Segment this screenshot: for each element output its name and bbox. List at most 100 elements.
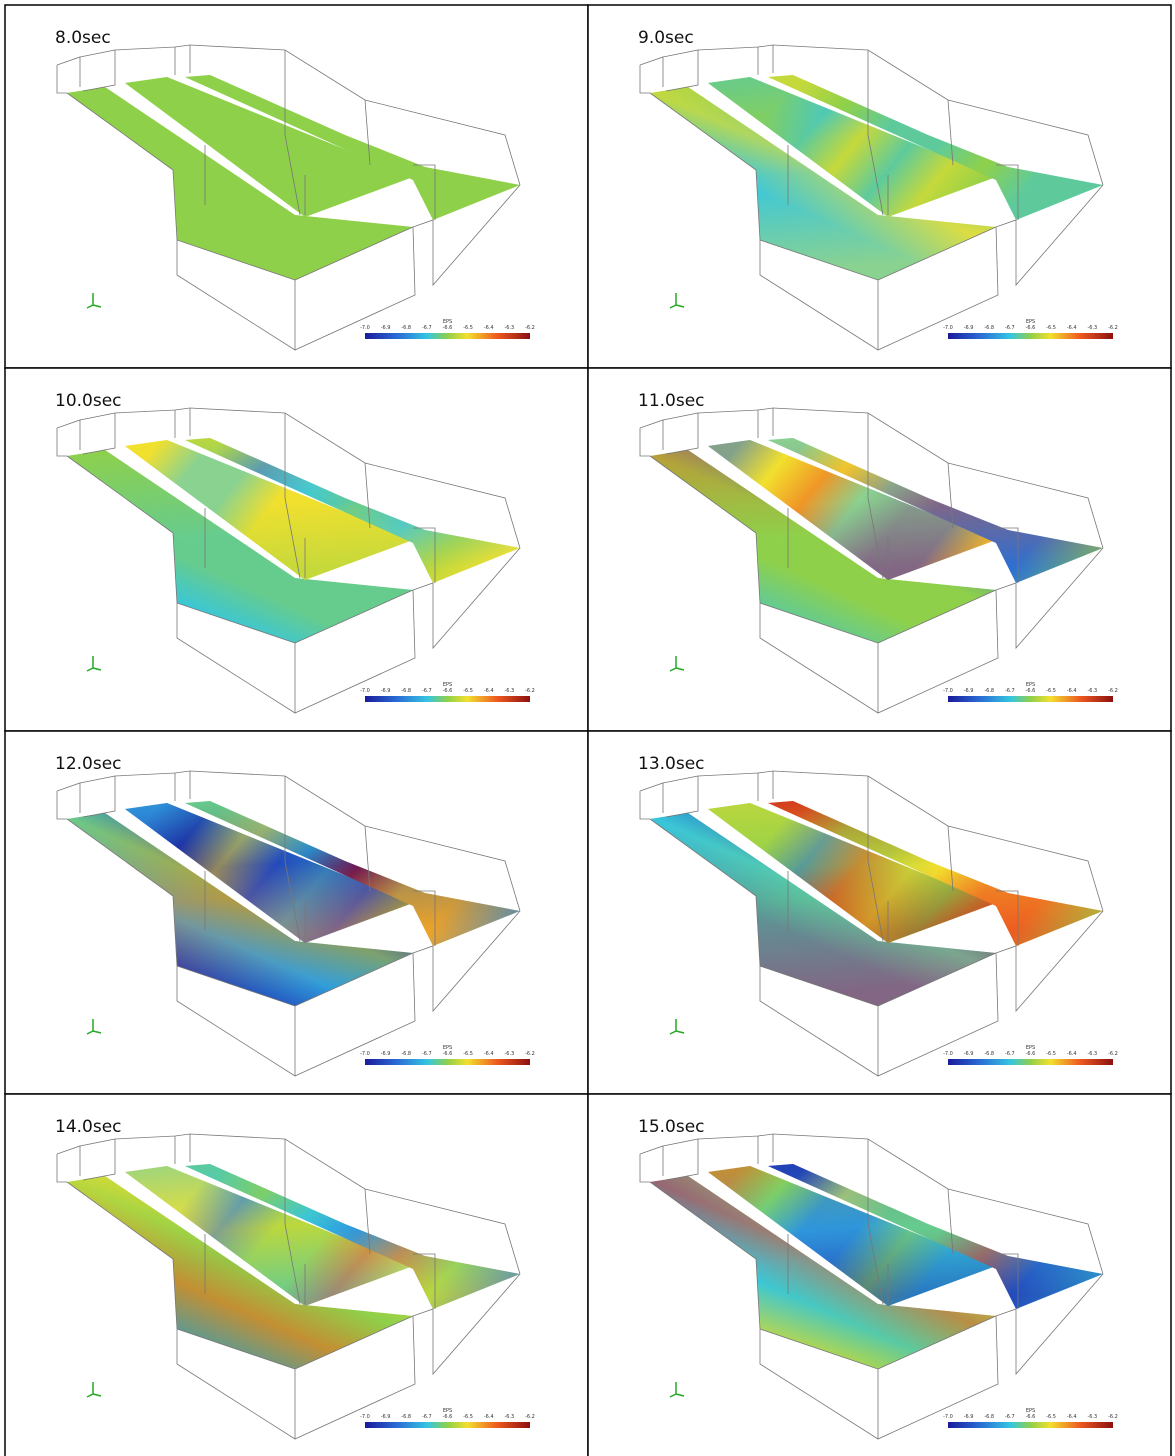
colorbar-tick: -6.8 (984, 1414, 994, 1420)
colorbar (365, 1422, 530, 1428)
panel-label: 13.0sec (638, 754, 705, 774)
axes-triad (86, 1019, 102, 1035)
colorbar-tick: -6.8 (401, 325, 411, 331)
colorbar-tick: -6.4 (1067, 325, 1077, 331)
colorbar-title: EPS (1026, 682, 1035, 688)
wireframe (56, 770, 521, 912)
wireframe (189, 408, 436, 583)
surface-overlay (125, 440, 413, 580)
colorbar-tick: -6.6 (1026, 1414, 1036, 1420)
colorbar-tick: -6.9 (964, 325, 974, 331)
colorbar-tick: -6.9 (381, 1414, 391, 1420)
colorbar-tick: -6.6 (443, 1051, 453, 1057)
axes-triad (86, 1382, 102, 1398)
panel-label: 14.0sec (55, 1117, 122, 1137)
colorbar-tick: -7.0 (943, 688, 953, 694)
colorbar-tick: -6.5 (1046, 1051, 1056, 1057)
surface-overlay (185, 75, 520, 220)
colorbar-tick: -6.7 (422, 1414, 432, 1420)
colorbar (365, 333, 530, 339)
panel: 9.0sec -7.0 -6.9 -6.8 -6.7 -6.6 -6.5 -6.4 -6.3 -6… (587, 4, 1172, 369)
surface-overlay (650, 450, 996, 643)
colorbar-title: EPS (1026, 1045, 1035, 1051)
colorbar-tick: -6.8 (401, 1051, 411, 1057)
colorbar-tick: -6.5 (1046, 688, 1056, 694)
colorbar-tick: -6.8 (984, 1051, 994, 1057)
surface-overlay (650, 1176, 996, 1369)
colorbar (948, 1422, 1113, 1428)
surface-overlay (67, 1176, 413, 1369)
colorbar-tick: -6.6 (1026, 1051, 1036, 1057)
wireframe (649, 818, 1104, 1077)
surface-overlay (768, 438, 1103, 583)
colorbar-tick: -7.0 (943, 1051, 953, 1057)
wireframe (66, 1181, 521, 1440)
wireframe (639, 407, 1104, 549)
colorbar (948, 333, 1113, 339)
colorbar-tick: -6.7 (1005, 325, 1015, 331)
colorbar (365, 696, 530, 702)
surface-overlay (708, 77, 996, 217)
wireframe (772, 408, 1019, 583)
panel-label: 12.0sec (55, 754, 122, 774)
surface-overlay (125, 77, 413, 217)
wireframe (639, 770, 1104, 912)
colorbar-tick: -6.6 (1026, 688, 1036, 694)
colorbar-tick: -6.6 (1026, 325, 1036, 331)
colorbar-tick: -6.7 (1005, 1051, 1015, 1057)
wireframe (56, 44, 521, 186)
colorbar-tick: -6.3 (504, 1414, 514, 1420)
wireframe (56, 1133, 521, 1275)
colorbar-tick: -6.2 (1108, 1051, 1118, 1057)
colorbar-tick: -6.7 (1005, 688, 1015, 694)
wireframe (189, 1134, 436, 1309)
wireframe (66, 455, 521, 714)
colorbar-tick: -6.4 (484, 1051, 494, 1057)
panel: 8.0sec -7.0 -6.9 -6.8 -6.7 -6.6 -6.5 -6.4 -6.3 -6… (4, 4, 589, 369)
axes-triad (669, 293, 685, 309)
surface-overlay (650, 87, 996, 280)
colorbar-tick: -6.5 (1046, 1414, 1056, 1420)
panel-label: 11.0sec (638, 391, 705, 411)
panel: 14.0sec -7.0 -6.9 -6.8 -6.7 -6.6 -6.5 -6.4 -6.3 -… (4, 1093, 589, 1456)
surface-overlay (768, 75, 1103, 220)
colorbar-tick: -6.9 (381, 1051, 391, 1057)
panel-label: 10.0sec (55, 391, 122, 411)
colorbar-tick: -6.3 (504, 688, 514, 694)
surface-overlay (67, 450, 413, 643)
colorbar-tick: -7.0 (360, 1414, 370, 1420)
colorbar-tick: -6.7 (422, 1051, 432, 1057)
panel-label: 15.0sec (638, 1117, 705, 1137)
colorbar-tick: -6.3 (504, 1051, 514, 1057)
wireframe (189, 771, 436, 946)
colorbar-title: EPS (443, 319, 452, 325)
colorbar-tick: -6.4 (484, 1414, 494, 1420)
axes-triad (86, 293, 102, 309)
colorbar-tick: -6.6 (443, 688, 453, 694)
colorbar-tick: -6.8 (401, 688, 411, 694)
colorbar-tick: -6.3 (1087, 1051, 1097, 1057)
colorbar-tick: -6.2 (1108, 1414, 1118, 1420)
colorbar-tick: -6.2 (525, 325, 535, 331)
surface-overlay (125, 803, 413, 943)
wireframe (189, 45, 436, 220)
colorbar-tick: -6.9 (964, 688, 974, 694)
colorbar-tick: -6.9 (964, 1051, 974, 1057)
colorbar-tick: -6.2 (525, 1414, 535, 1420)
colorbar-tick: -6.6 (443, 1414, 453, 1420)
panel: 11.0sec -7.0 -6.9 -6.8 -6.7 -6.6 -6.5 -6.4 -6.3 -… (587, 367, 1172, 732)
surface-overlay (768, 801, 1103, 946)
colorbar-tick: -6.3 (1087, 688, 1097, 694)
surface-overlay (185, 801, 520, 946)
wireframe (772, 1134, 1019, 1309)
colorbar-tick: -6.5 (463, 325, 473, 331)
colorbar-tick: -6.2 (525, 1051, 535, 1057)
colorbar-tick: -6.2 (1108, 688, 1118, 694)
colorbar-tick: -6.5 (463, 1051, 473, 1057)
colorbar-tick: -6.4 (484, 688, 494, 694)
wireframe (639, 44, 1104, 186)
colorbar-tick: -7.0 (360, 688, 370, 694)
colorbar-tick: -6.9 (381, 325, 391, 331)
surface-overlay (67, 813, 413, 1006)
